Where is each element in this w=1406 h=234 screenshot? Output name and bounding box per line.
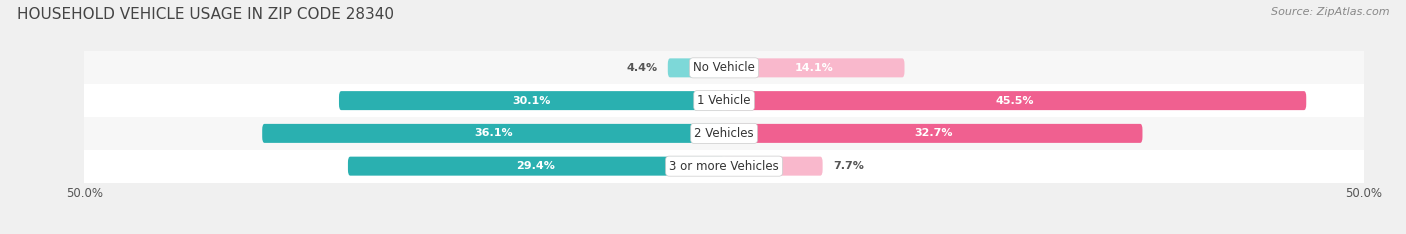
Text: No Vehicle: No Vehicle [693,61,755,74]
FancyBboxPatch shape [262,124,724,143]
FancyBboxPatch shape [84,150,1364,183]
Text: 4.4%: 4.4% [627,63,658,73]
Text: HOUSEHOLD VEHICLE USAGE IN ZIP CODE 28340: HOUSEHOLD VEHICLE USAGE IN ZIP CODE 2834… [17,7,394,22]
FancyBboxPatch shape [347,157,724,176]
FancyBboxPatch shape [84,84,1364,117]
FancyBboxPatch shape [668,58,724,77]
Text: 45.5%: 45.5% [995,96,1035,106]
FancyBboxPatch shape [724,91,1306,110]
Text: 14.1%: 14.1% [794,63,834,73]
FancyBboxPatch shape [339,91,724,110]
Text: Source: ZipAtlas.com: Source: ZipAtlas.com [1271,7,1389,17]
FancyBboxPatch shape [724,124,1143,143]
FancyBboxPatch shape [724,58,904,77]
Text: 7.7%: 7.7% [832,161,863,171]
Text: 3 or more Vehicles: 3 or more Vehicles [669,160,779,173]
Text: 1 Vehicle: 1 Vehicle [697,94,751,107]
Text: 32.7%: 32.7% [914,128,952,138]
Text: 36.1%: 36.1% [474,128,512,138]
FancyBboxPatch shape [84,117,1364,150]
FancyBboxPatch shape [84,51,1364,84]
FancyBboxPatch shape [724,157,823,176]
Text: 30.1%: 30.1% [512,96,551,106]
Text: 29.4%: 29.4% [516,161,555,171]
Text: 2 Vehicles: 2 Vehicles [695,127,754,140]
